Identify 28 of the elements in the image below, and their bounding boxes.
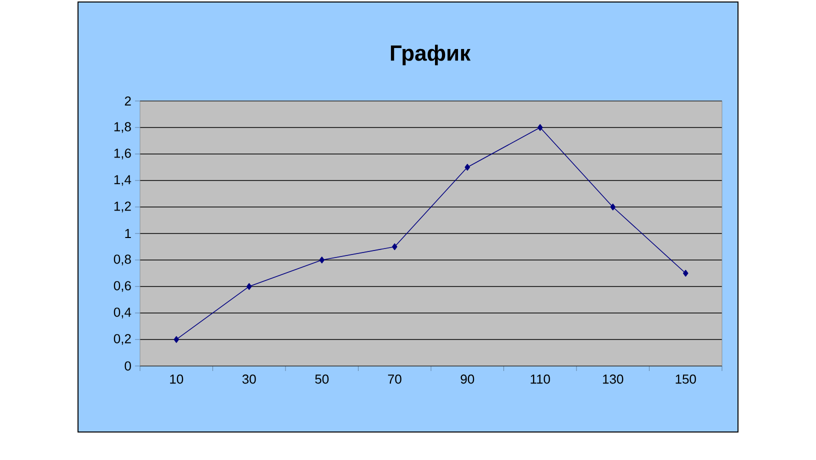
y-tick-label: 0,8 — [114, 254, 131, 266]
point — [319, 256, 325, 264]
y-tick-label: 0,4 — [114, 308, 132, 318]
y-tick-label: 0,2 — [114, 334, 131, 345]
point — [392, 243, 398, 250]
point — [610, 204, 616, 210]
y-tick-label: 1,6 — [114, 148, 131, 160]
x-tick-label: 70 — [388, 374, 402, 384]
y-tick-label: 1 — [125, 229, 131, 238]
point — [464, 164, 470, 171]
point — [537, 124, 543, 131]
x-tick-label: 50 — [315, 374, 329, 384]
x-tick-label: 130 — [603, 374, 624, 384]
point — [246, 283, 252, 290]
x-tick-label: 10 — [170, 374, 184, 384]
point — [174, 336, 180, 343]
y-tick-label: 0 — [124, 361, 131, 371]
x-tick-label: 90 — [460, 374, 474, 384]
point — [682, 270, 688, 277]
y-tick-label: 1,2 — [114, 202, 131, 212]
y-tick-label: 1,8 — [114, 122, 131, 133]
x-tick-label: 150 — [676, 374, 696, 384]
y-tick-label: 2 — [124, 96, 131, 106]
y-tick-label: 0,6 — [114, 281, 131, 292]
x-tick-label: 30 — [242, 374, 256, 384]
x-tick-label: 110 — [530, 374, 550, 384]
y-tick-label: 1,4 — [114, 175, 132, 186]
chart-title: График — [390, 44, 471, 66]
